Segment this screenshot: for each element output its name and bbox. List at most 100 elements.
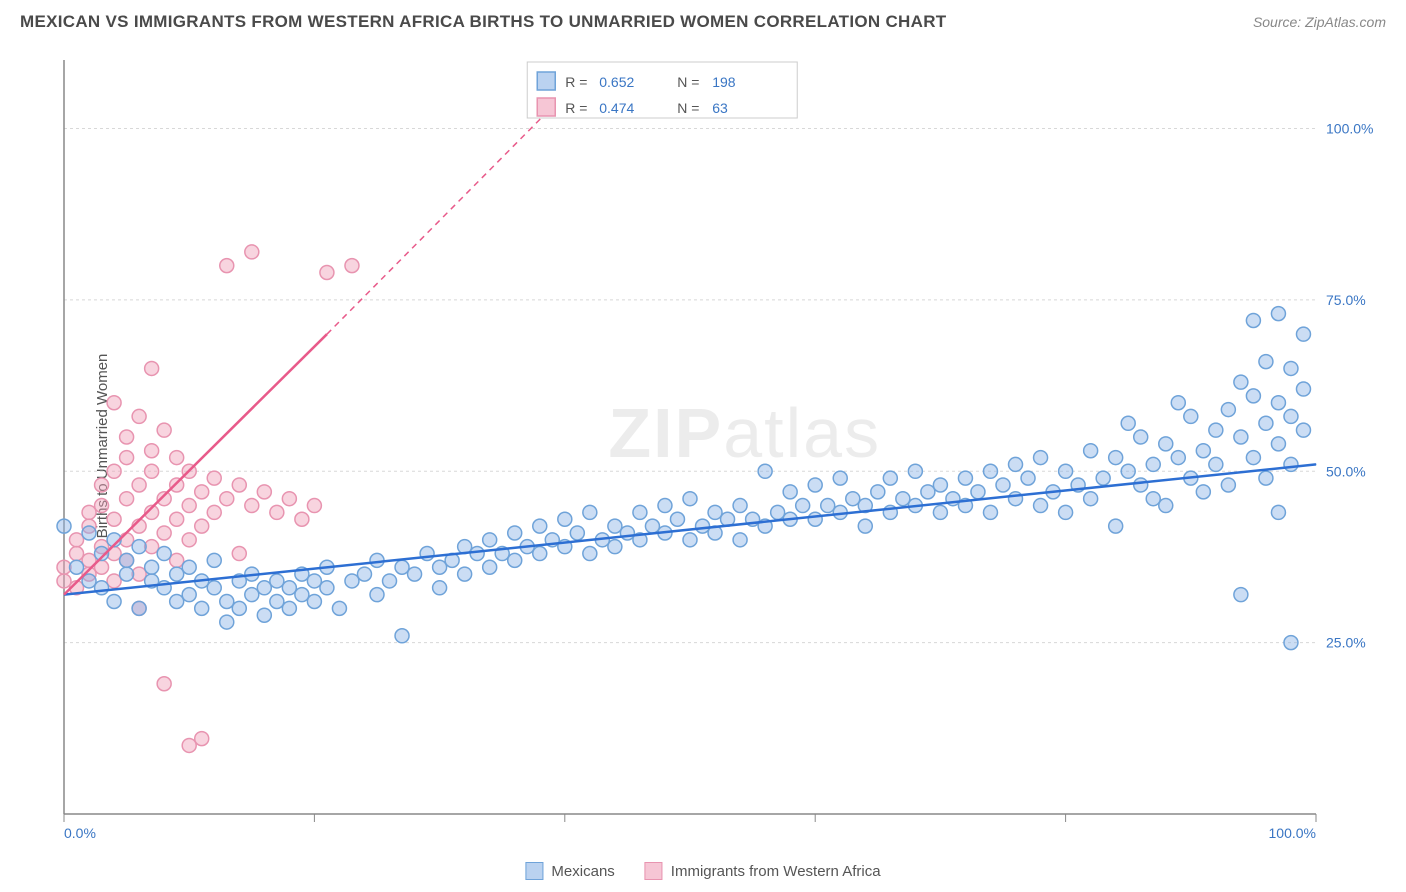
data-point <box>1271 307 1285 321</box>
data-point <box>1059 464 1073 478</box>
chart-source: Source: ZipAtlas.com <box>1253 14 1386 30</box>
chart-container: 25.0%50.0%75.0%100.0%0.0%100.0%R =0.652N… <box>50 55 1386 842</box>
trend-line <box>64 464 1316 594</box>
data-point <box>232 547 246 561</box>
x-tick-label: 100.0% <box>1269 825 1316 841</box>
data-point <box>1296 382 1310 396</box>
data-point <box>1246 313 1260 327</box>
data-point <box>170 478 184 492</box>
data-point <box>533 519 547 533</box>
data-point <box>1246 451 1260 465</box>
data-point <box>1184 409 1198 423</box>
data-point <box>1284 457 1298 471</box>
data-point <box>220 595 234 609</box>
data-point <box>1209 457 1223 471</box>
data-point <box>270 505 284 519</box>
data-point <box>383 574 397 588</box>
y-tick-label: 75.0% <box>1326 292 1366 308</box>
data-point <box>70 547 84 561</box>
data-point <box>95 499 109 513</box>
data-point <box>796 499 810 513</box>
stats-r-value: 0.652 <box>599 74 634 90</box>
data-point <box>1084 492 1098 506</box>
data-point <box>771 505 785 519</box>
stats-n-label: N = <box>677 100 699 116</box>
chart-title: MEXICAN VS IMMIGRANTS FROM WESTERN AFRIC… <box>20 12 946 32</box>
data-point <box>370 588 384 602</box>
data-point <box>257 581 271 595</box>
data-point <box>683 492 697 506</box>
data-point <box>1234 430 1248 444</box>
data-point <box>483 560 497 574</box>
scatter-plot: 25.0%50.0%75.0%100.0%0.0%100.0%R =0.652N… <box>50 55 1386 842</box>
data-point <box>120 451 134 465</box>
data-point <box>1284 409 1298 423</box>
data-point <box>170 512 184 526</box>
data-point <box>996 478 1010 492</box>
data-point <box>182 560 196 574</box>
data-point <box>295 588 309 602</box>
data-point <box>157 677 171 691</box>
data-point <box>1221 403 1235 417</box>
data-point <box>1084 444 1098 458</box>
data-point <box>1234 375 1248 389</box>
data-point <box>182 499 196 513</box>
data-point <box>1146 457 1160 471</box>
data-point <box>357 567 371 581</box>
data-point <box>483 533 497 547</box>
data-point <box>320 581 334 595</box>
data-point <box>1034 451 1048 465</box>
legend-item: Immigrants from Western Africa <box>645 862 881 880</box>
data-point <box>1259 471 1273 485</box>
stats-swatch <box>537 72 555 90</box>
data-point <box>332 601 346 615</box>
data-point <box>1159 499 1173 513</box>
data-point <box>220 259 234 273</box>
legend-item: Mexicans <box>525 862 614 880</box>
y-tick-label: 25.0% <box>1326 635 1366 651</box>
data-point <box>1171 451 1185 465</box>
data-point <box>608 519 622 533</box>
data-point <box>1159 437 1173 451</box>
data-point <box>1096 471 1110 485</box>
data-point <box>220 615 234 629</box>
data-point <box>245 588 259 602</box>
legend-label: Mexicans <box>551 863 614 880</box>
data-point <box>220 492 234 506</box>
data-point <box>758 464 772 478</box>
data-point <box>282 581 296 595</box>
data-point <box>933 478 947 492</box>
data-point <box>132 409 146 423</box>
data-point <box>433 581 447 595</box>
data-point <box>558 512 572 526</box>
stats-swatch <box>537 98 555 116</box>
data-point <box>270 574 284 588</box>
data-point <box>307 595 321 609</box>
data-point <box>433 560 447 574</box>
data-point <box>82 526 96 540</box>
trend-line <box>64 334 327 594</box>
data-point <box>232 478 246 492</box>
data-point <box>583 505 597 519</box>
data-point <box>858 519 872 533</box>
legend-label: Immigrants from Western Africa <box>671 863 881 880</box>
data-point <box>808 478 822 492</box>
data-point <box>1271 505 1285 519</box>
data-point <box>120 553 134 567</box>
data-point <box>871 485 885 499</box>
data-point <box>1121 464 1135 478</box>
data-point <box>70 533 84 547</box>
stats-r-value: 0.474 <box>599 100 634 116</box>
chart-header: MEXICAN VS IMMIGRANTS FROM WESTERN AFRIC… <box>0 0 1406 40</box>
data-point <box>1134 478 1148 492</box>
data-point <box>270 595 284 609</box>
data-point <box>933 505 947 519</box>
data-point <box>107 512 121 526</box>
data-point <box>57 574 71 588</box>
data-point <box>1034 499 1048 513</box>
data-point <box>821 499 835 513</box>
legend-swatch <box>525 862 543 880</box>
data-point <box>1196 485 1210 499</box>
data-point <box>245 245 259 259</box>
data-point <box>783 485 797 499</box>
